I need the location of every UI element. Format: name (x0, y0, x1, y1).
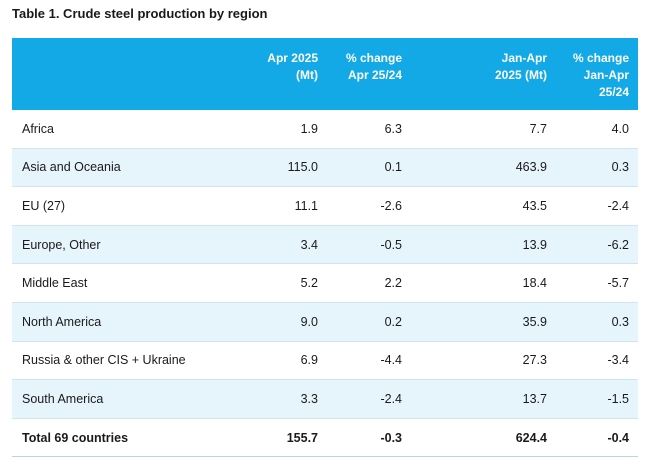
apr-cell: 9.0 (300, 314, 318, 329)
janapr-change-cell: -6.2 (607, 237, 629, 252)
janapr-change-cell: -1.5 (607, 391, 629, 406)
janapr-change-cell: -5.7 (607, 276, 629, 291)
janapr-cell: 27.3 (522, 353, 547, 368)
apr-change-cell: -4.4 (380, 353, 402, 368)
apr-cell: 155.7 (286, 430, 318, 445)
janapr-cell: 13.7 (522, 391, 547, 406)
janapr-change-cell: 4.0 (611, 121, 629, 136)
apr-cell: 3.4 (300, 237, 318, 252)
region-cell: South America (22, 391, 104, 406)
apr-cell: 3.3 (300, 391, 318, 406)
region-cell: Middle East (22, 276, 88, 291)
janapr-cell: 18.4 (522, 276, 547, 291)
region-cell: Russia & other CIS + Ukraine (22, 353, 186, 368)
janapr-change-cell: -2.4 (607, 198, 629, 213)
table-header: Apr 2025 (Mt) % change Apr 25/24 Jan-Apr… (12, 38, 638, 110)
region-cell: EU (27) (22, 198, 66, 213)
apr-change-cell: -2.6 (380, 198, 402, 213)
apr-change-cell: 0.2 (384, 314, 402, 329)
janapr-change-cell: 0.3 (611, 314, 629, 329)
apr-change-cell: 0.1 (384, 160, 402, 175)
janapr-cell: 43.5 (522, 198, 547, 213)
region-cell: Total 69 countries (22, 430, 129, 445)
header-jan-apr-2025: Jan-Apr 2025 (Mt) (494, 51, 547, 82)
region-cell: North America (22, 314, 102, 329)
steel-production-table: Apr 2025 (Mt) % change Apr 25/24 Jan-Apr… (12, 38, 638, 458)
apr-change-cell: 2.2 (384, 276, 402, 291)
table-row: North America 9.0 0.2 35.9 0.3 (12, 302, 638, 342)
apr-cell: 6.9 (300, 353, 318, 368)
table-row: Middle East 5.2 2.2 18.4 -5.7 (12, 264, 638, 303)
janapr-change-cell: -0.4 (607, 430, 629, 445)
apr-cell: 11.1 (294, 198, 318, 213)
table-row: EU (27) 11.1 -2.6 43.5 -2.4 (12, 187, 638, 226)
region-cell: Africa (22, 121, 54, 136)
apr-change-cell: -0.3 (380, 430, 402, 445)
janapr-cell: 7.7 (529, 121, 547, 136)
region-cell: Asia and Oceania (22, 160, 121, 175)
janapr-cell: 13.9 (522, 237, 547, 252)
header-jan-apr-change: % change Jan-Apr 25/24 (572, 51, 629, 99)
table-row: Russia & other CIS + Ukraine 6.9 -4.4 27… (12, 342, 638, 381)
header-region (12, 38, 212, 110)
apr-cell: 1.9 (300, 121, 318, 136)
apr-change-cell: -0.5 (380, 237, 402, 252)
table-row: Europe, Other 3.4 -0.5 13.9 -6.2 (12, 225, 638, 265)
table-row: Africa 1.9 6.3 7.7 4.0 (12, 110, 638, 149)
header-apr-2025: Apr 2025 (Mt) (267, 51, 318, 82)
janapr-change-cell: 0.3 (611, 160, 629, 175)
table-title: Table 1. Crude steel production by regio… (12, 6, 268, 21)
apr-cell: 115.0 (287, 160, 318, 175)
janapr-cell: 35.9 (522, 314, 547, 329)
apr-cell: 5.2 (300, 276, 318, 291)
janapr-cell: 463.9 (515, 160, 547, 175)
janapr-cell: 624.4 (515, 430, 547, 445)
table-row: Asia and Oceania 115.0 0.1 463.9 0.3 (12, 148, 638, 188)
janapr-change-cell: -3.4 (607, 353, 629, 368)
table-row: South America 3.3 -2.4 13.7 -1.5 (12, 380, 638, 419)
apr-change-cell: 6.3 (384, 121, 402, 136)
header-apr-change: % change Apr 25/24 (345, 51, 402, 82)
total-row: Total 69 countries 155.7 -0.3 624.4 -0.4 (12, 419, 638, 458)
apr-change-cell: -2.4 (380, 391, 402, 406)
region-cell: Europe, Other (22, 237, 101, 252)
